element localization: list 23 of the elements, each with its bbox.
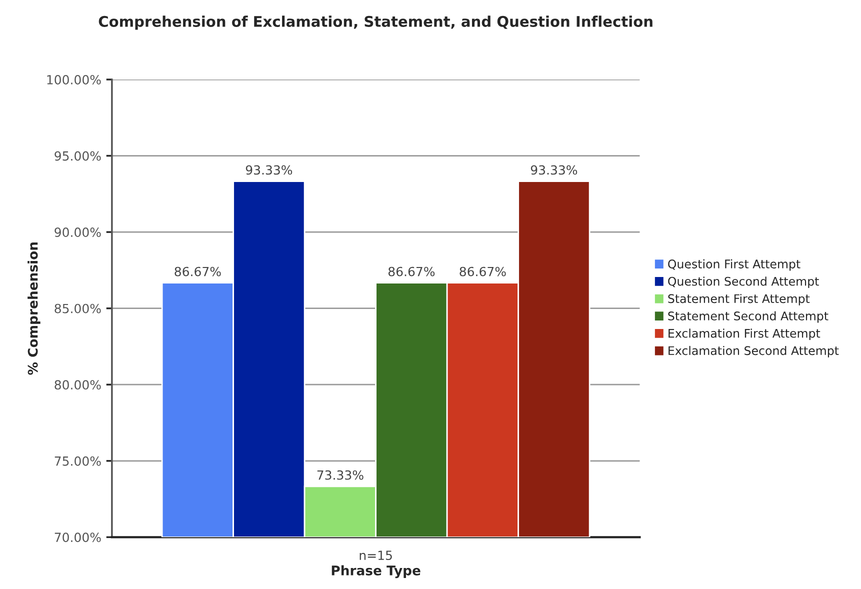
y-tick-label: 75.00% bbox=[54, 456, 101, 466]
data-label: 93.33% bbox=[530, 165, 578, 175]
y-axis-title: % Comprehension bbox=[28, 242, 40, 375]
data-label: 86.67% bbox=[460, 266, 506, 276]
y-tick-label: 95.00% bbox=[54, 151, 101, 161]
legend-label: Statement Second Attempt bbox=[668, 311, 828, 323]
x-axis-title: Phrase Type bbox=[332, 565, 420, 578]
y-tick-label: 85.00% bbox=[54, 304, 101, 314]
data-label: 86.67% bbox=[174, 266, 221, 276]
legend-label: Question Second Attempt bbox=[668, 276, 819, 288]
data-label: 86.67% bbox=[388, 266, 435, 276]
y-tick-label: 100.00% bbox=[47, 74, 101, 84]
data-label: 93.33% bbox=[246, 165, 292, 175]
x-tick-label: n=15 bbox=[360, 550, 392, 560]
legend-label: Exclamation Second Attempt bbox=[668, 346, 839, 358]
y-tick-label: 80.00% bbox=[54, 380, 101, 390]
data-label: 73.33% bbox=[317, 470, 364, 480]
legend-label: Exclamation First Attempt bbox=[668, 328, 820, 340]
chart-title: Comprehension of Exclamation, Statement, and Question Inflection bbox=[98, 16, 652, 30]
legend-label: Question First Attempt bbox=[668, 259, 800, 271]
y-tick-label: 90.00% bbox=[54, 228, 101, 237]
y-tick-label: 70.00% bbox=[54, 532, 101, 542]
legend-label: Statement First Attempt bbox=[668, 294, 810, 306]
